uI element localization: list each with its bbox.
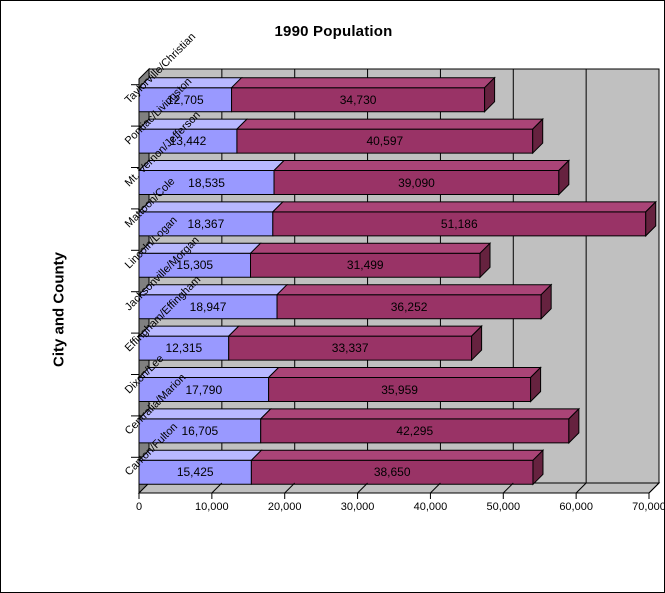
- bar-top-county: [275, 284, 553, 296]
- bar-value-label-county: 33,337: [331, 341, 369, 356]
- bar-value-label-city: 18,535: [188, 175, 225, 190]
- bar-side-county: [532, 117, 544, 155]
- bar-value-label-county: 31,499: [346, 258, 384, 273]
- bar-top-county: [249, 242, 492, 254]
- y-axis-category-label: Centralia/Marion: [122, 371, 189, 438]
- bar-top-city: [137, 284, 289, 296]
- floor-depth-line: [575, 482, 587, 494]
- bar-top-county: [271, 201, 657, 213]
- bar-side-county: [558, 159, 570, 196]
- bar-value-label-county: 40,597: [366, 134, 404, 149]
- y-axis-category-label: Jacksonville/Morgan: [122, 233, 202, 313]
- bar-value-label-city: 12,705: [166, 92, 204, 107]
- y-axis-category-label: Pontiac/Livingston: [122, 75, 195, 148]
- bar-value-label-city: 18,367: [187, 216, 225, 231]
- floor-depth-line: [502, 482, 514, 494]
- x-axis-tick-label: 70,000: [632, 501, 665, 513]
- bar-side-county: [479, 242, 491, 279]
- y-axis-category-label: Mt. Vernon/Jefferson: [122, 108, 203, 189]
- y-axis-category-label: Effingham/Effingham: [122, 273, 204, 355]
- floor-depth-line: [284, 482, 296, 494]
- bar-value-label-county: 42,295: [396, 423, 434, 438]
- bar-value-label-county: 39,090: [398, 175, 435, 190]
- bar-side-county: [471, 324, 483, 362]
- x-axis-tick-label: 30,000: [340, 501, 375, 513]
- x-axis-tick-label: 60,000: [559, 501, 593, 513]
- bar-top-county: [250, 449, 545, 461]
- bar-top-city: [137, 367, 280, 378]
- bar-side-county: [530, 366, 542, 403]
- bar-side-county: [484, 76, 496, 113]
- y-axis-title: City and County: [50, 252, 68, 367]
- bar-top-county: [272, 160, 571, 171]
- bar-top-county: [227, 325, 483, 337]
- chart-title: 1990 Population: [274, 23, 393, 40]
- x-axis-tick-label: 40,000: [413, 501, 448, 513]
- x-axis-tick-label: 0: [135, 501, 143, 513]
- y-axis-category-label: Lincoln/Logan: [122, 214, 180, 272]
- bar-top-county: [267, 367, 542, 378]
- bar-value-label-city: 13,442: [169, 134, 207, 149]
- bar-value-label-county: 34,730: [339, 92, 377, 107]
- x-axis-tick-label: 20,000: [267, 501, 302, 513]
- bar-value-label-city: 16,705: [181, 423, 219, 438]
- bar-value-label-city: 15,305: [176, 258, 214, 273]
- bar-top-city: [137, 201, 285, 213]
- floor-depth-line: [430, 482, 441, 494]
- floor-depth-line: [648, 482, 660, 494]
- bar-side-county: [645, 200, 657, 238]
- y-axis-category-label: Mattoon/Cole: [122, 175, 178, 231]
- plot-floor: [137, 482, 661, 494]
- floor-depth-line: [211, 482, 223, 494]
- floor-depth-line: [357, 482, 368, 494]
- y-axis-category-label: Dixon/Lee: [122, 352, 167, 396]
- bar-top-county: [259, 408, 581, 420]
- bar-value-label-county: 35,959: [381, 382, 418, 397]
- bar-top-city: [137, 160, 286, 171]
- bar-side-county: [540, 283, 552, 320]
- bar-value-label-city: 12,315: [165, 341, 203, 356]
- bar-side-county: [532, 449, 544, 486]
- x-axis-tick-label: 10,000: [195, 501, 229, 513]
- bar-value-label-city: 18,947: [189, 299, 227, 314]
- bar-top-city: [137, 408, 272, 420]
- bar-value-label-county: 38,650: [373, 465, 411, 480]
- y-axis-category-label: Taylorville/Christian: [122, 30, 199, 106]
- bar-side-county: [568, 407, 580, 445]
- bar-value-label-county: 36,252: [390, 299, 428, 314]
- bar-top-county: [235, 118, 544, 130]
- bar-top-county: [230, 77, 496, 89]
- bar-value-label-city: 15,425: [176, 465, 214, 480]
- bar-value-label-city: 17,790: [185, 382, 223, 397]
- y-axis-category-label: Canton/Fulton: [122, 421, 181, 479]
- plot-back-wall: [148, 68, 660, 484]
- x-axis-tick-label: 50,000: [486, 501, 521, 513]
- bar-value-label-county: 51,186: [440, 216, 478, 231]
